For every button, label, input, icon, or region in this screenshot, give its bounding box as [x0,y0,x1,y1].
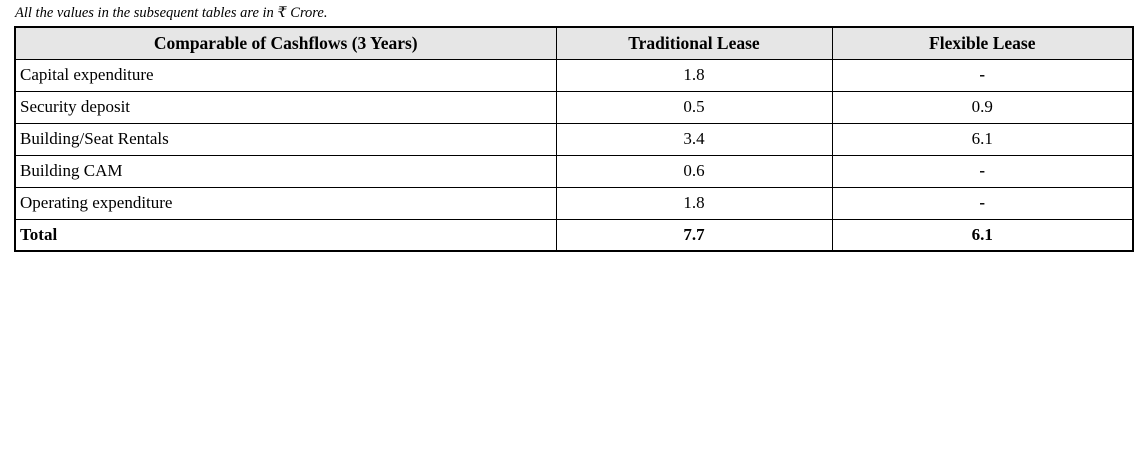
row-label: Building/Seat Rentals [14,122,557,156]
flexible-lease-value: - [831,58,1134,92]
row-label: Building CAM [14,154,557,188]
flexible-lease-value: - [831,154,1134,188]
table-row-building-seat-rentals: Building/Seat Rentals 3.4 6.1 [14,122,1134,156]
flexible-lease-value: 0.9 [831,90,1134,124]
flexible-lease-value: - [831,186,1134,220]
table-row-operating-expenditure: Operating expenditure 1.8 - [14,186,1134,220]
traditional-lease-value: 0.5 [555,90,833,124]
header-comparable-cashflows: Comparable of Cashflows (3 Years) [14,26,557,60]
header-traditional-lease: Traditional Lease [555,26,833,60]
traditional-lease-value: 1.8 [555,186,833,220]
table-row-security-deposit: Security deposit 0.5 0.9 [14,90,1134,124]
traditional-lease-value: 7.7 [555,218,833,252]
cashflow-comparison-table: Comparable of Cashflows (3 Years) Tradit… [14,26,1134,253]
traditional-lease-value: 3.4 [555,122,833,156]
row-label: Operating expenditure [14,186,557,220]
table-row-building-cam: Building CAM 0.6 - [14,154,1134,188]
table-row-capital-expenditure: Capital expenditure 1.8 - [14,58,1134,92]
traditional-lease-value: 1.8 [555,58,833,92]
row-label: Security deposit [14,90,557,124]
row-label: Capital expenditure [14,58,557,92]
table-row-total: Total 7.7 6.1 [14,218,1134,252]
units-note: All the values in the subsequent tables … [15,5,328,21]
flexible-lease-value: 6.1 [831,122,1134,156]
row-label: Total [14,218,557,252]
header-flexible-lease: Flexible Lease [831,26,1134,60]
flexible-lease-value: 6.1 [831,218,1134,252]
table-header-row: Comparable of Cashflows (3 Years) Tradit… [14,26,1134,60]
traditional-lease-value: 0.6 [555,154,833,188]
